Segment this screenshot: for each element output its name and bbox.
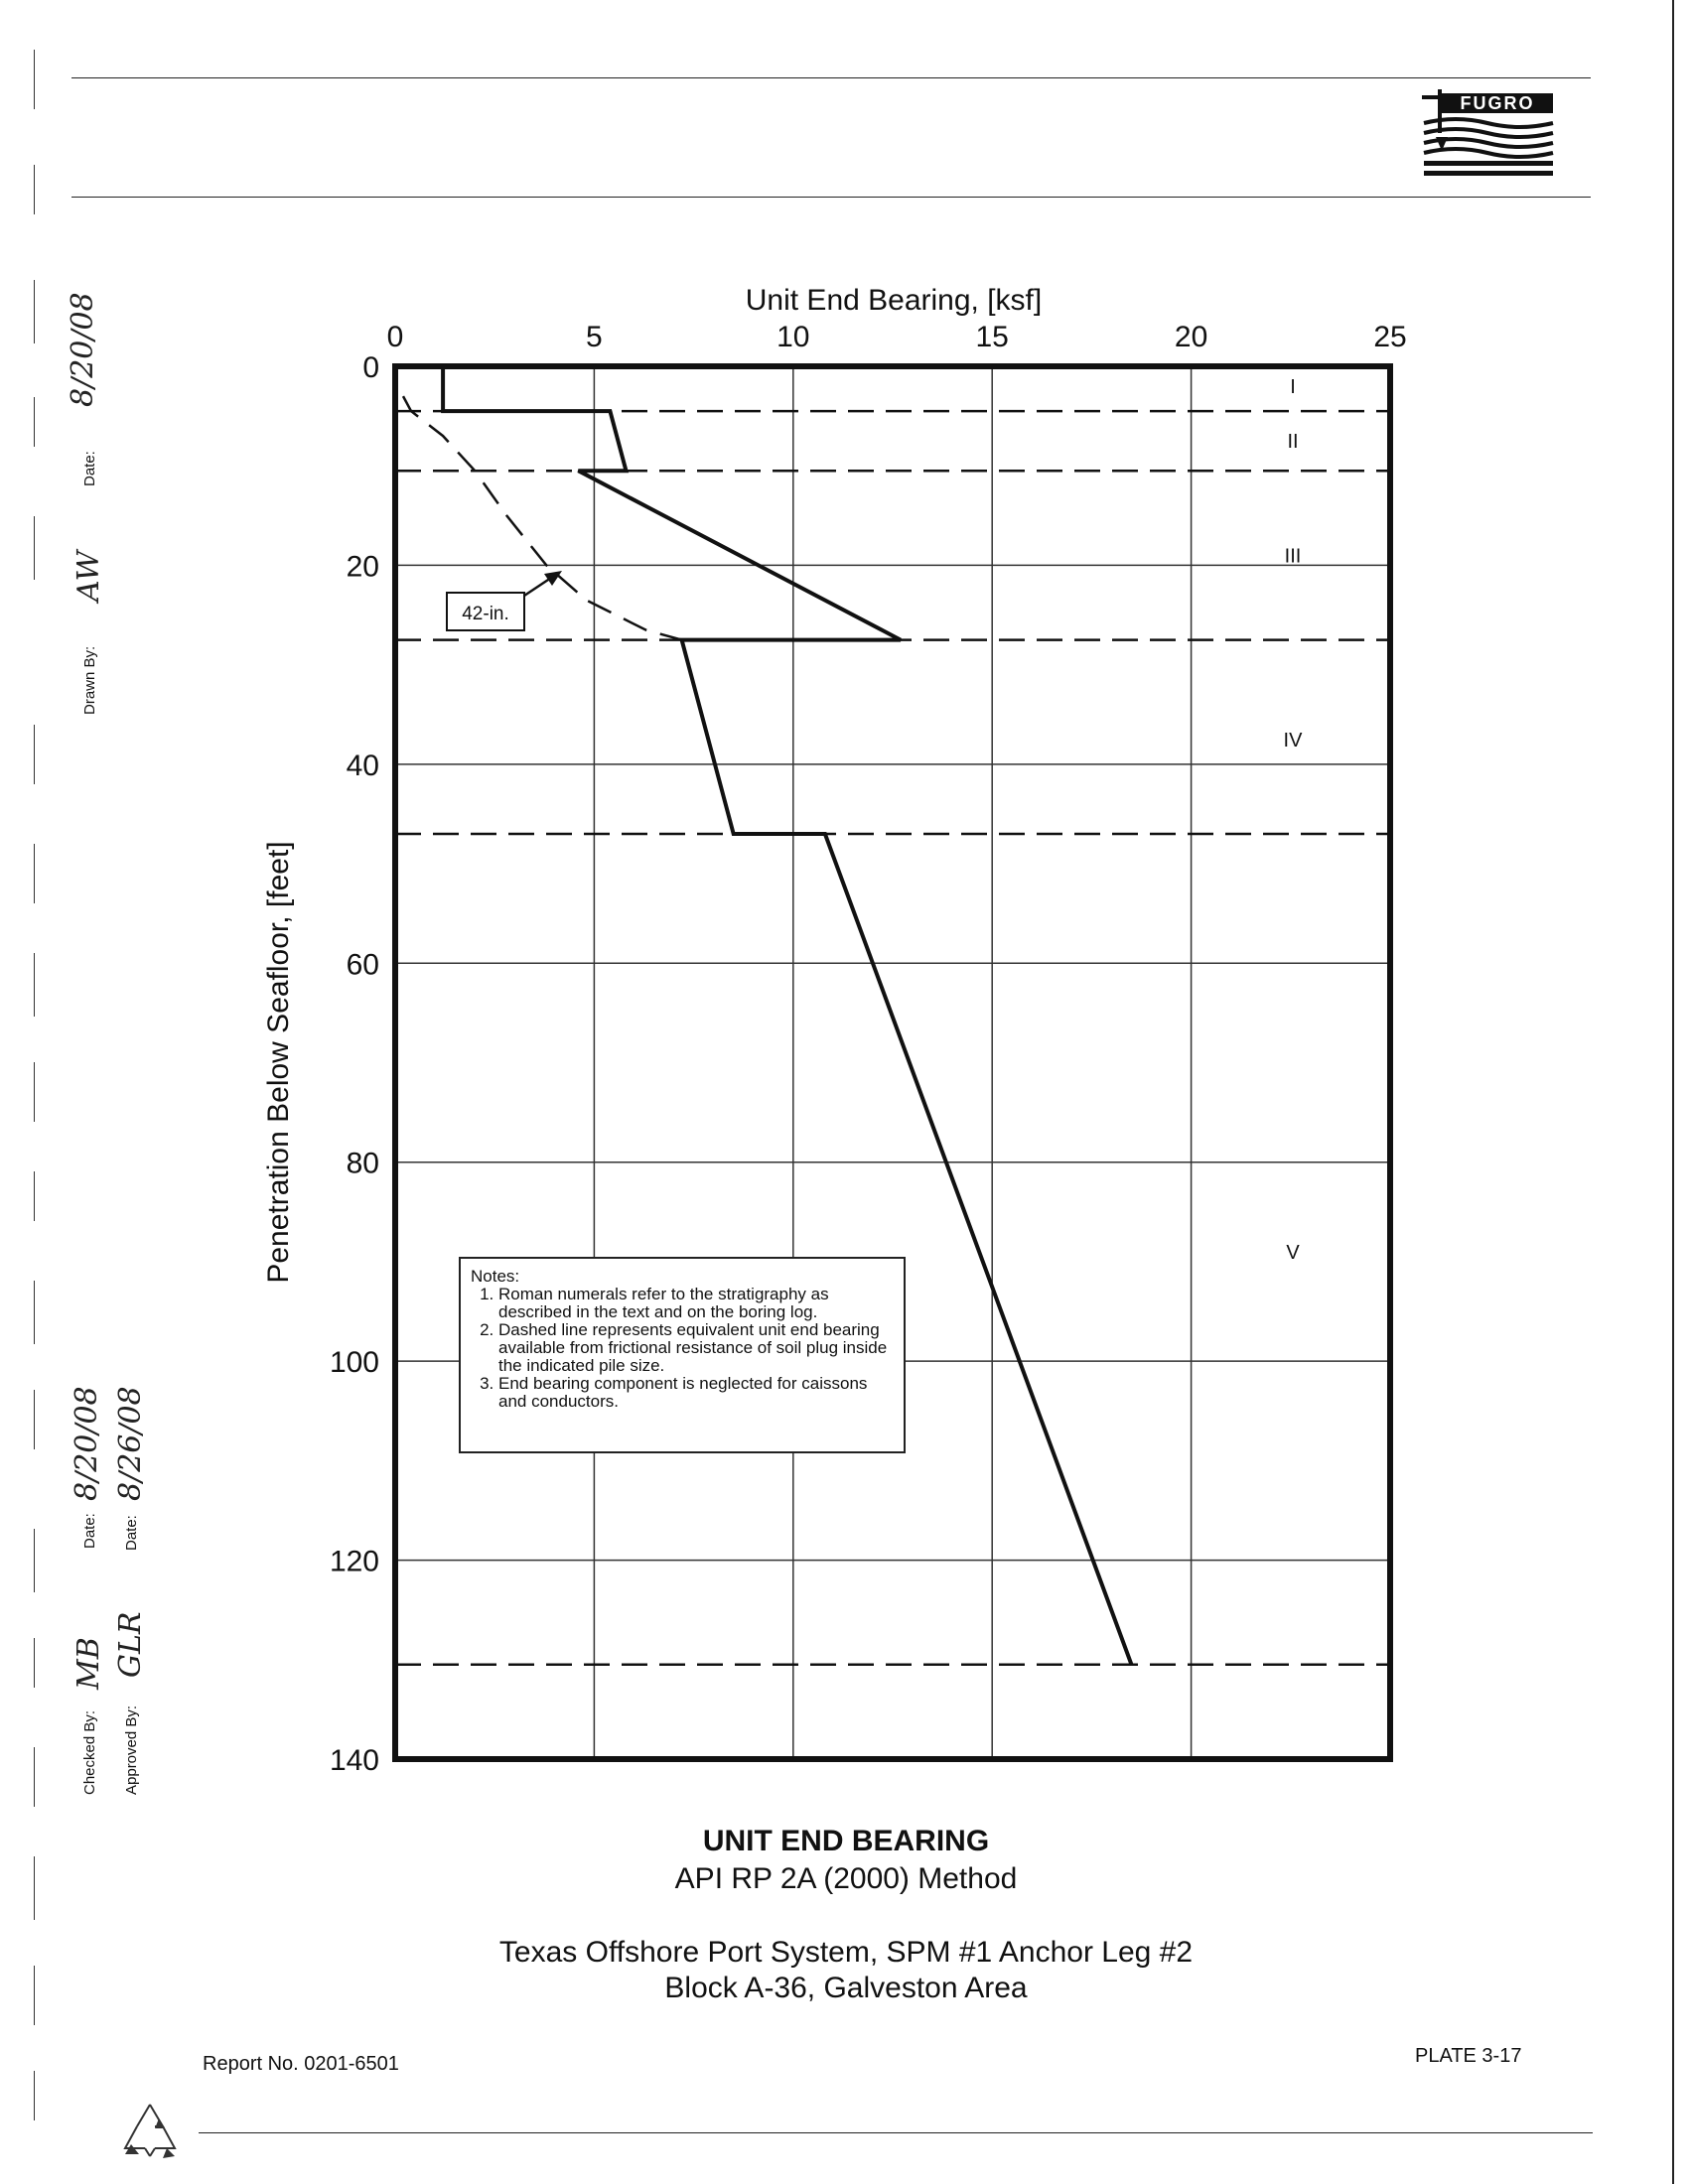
x-tick-label: 0 [387,321,404,353]
y-tick-label: 120 [330,1546,379,1578]
margin-mark [34,1390,35,1449]
y-tick-label: 20 [347,550,379,583]
margin-mark [34,1529,35,1592]
margin-mark [34,397,35,447]
margin-mark [34,725,35,784]
x-tick-label: 20 [1175,321,1207,353]
strata-boundaries [395,409,1390,1667]
margin-mark [34,1966,35,2025]
annotation-text: 42-in. [462,604,509,624]
strata-label: IV [1284,730,1304,751]
note-item: Roman numerals refer to the stratigraphy… [498,1286,894,1321]
margin-mark [34,516,35,580]
project-name: Texas Offshore Port System, SPM #1 Ancho… [498,1936,1194,1969]
strata-label: II [1287,431,1298,453]
margin-mark [34,1747,35,1807]
strata-label: I [1290,376,1296,398]
x-tick-label: 15 [976,321,1009,353]
annotation-box [446,592,525,631]
margin-mark [34,2071,35,2120]
y-tick-label: 0 [362,351,379,384]
report-number: Report No. 0201-6501 [203,2053,399,2075]
series-solid-line [441,366,1134,1666]
pile-size-annotation: 42-in. [446,571,562,631]
x-tick-label: 10 [776,321,809,353]
recycle-icon [115,2097,185,2171]
margin-mark [34,844,35,903]
note-item: End bearing component is neglected for c… [498,1375,894,1411]
chart-title: UNIT END BEARING [702,1825,990,1857]
margin-mark [34,280,35,343]
series [401,366,1134,1666]
plot-frame [392,363,1393,1762]
margin-mark [34,1281,35,1344]
header-top-rule [71,77,1591,78]
y-tick-label: 60 [347,948,379,981]
x-axis-label: Unit End Bearing, [ksf] [746,284,1042,317]
margin-mark [34,1062,35,1122]
page-right-edge [1672,0,1674,2184]
x-tick-label: 25 [1373,321,1406,353]
y-tick-label: 80 [347,1148,379,1180]
footer-rule [199,2132,1593,2133]
notes-heading: Notes: [471,1267,520,1286]
margin-mark [34,165,35,214]
notes-box: Notes: Roman numerals refer to the strat… [459,1257,906,1453]
margin-mark [34,953,35,1017]
notes-list: Roman numerals refer to the stratigraphy… [471,1286,894,1411]
project-location: Block A-36, Galveston Area [664,1972,1028,2004]
annotation-arrowhead [544,571,562,586]
y-axis-label: Penetration Below Seafloor, [feet] [262,841,295,1283]
margin-mark [34,1171,35,1221]
series-dashed-line [401,395,682,641]
header-bottom-rule [71,197,1591,198]
y-tick-label: 140 [330,1744,379,1777]
chart-subtitle: API RP 2A (2000) Method [674,1862,1018,1895]
strata-label: V [1286,1242,1300,1264]
margin-mark [34,1856,35,1920]
y-tick-label: 40 [347,750,379,782]
plate-number: PLATE 3-17 [1415,2045,1522,2067]
margin-mark [34,1638,35,1688]
note-item: Dashed line represents equivalent unit e… [498,1321,894,1375]
strata-label: III [1285,545,1302,567]
margin-mark [34,50,35,109]
fugro-logo: FUGRO [1422,85,1555,186]
x-tick-label: 5 [586,321,603,353]
tick-labels: 0 5 10 15 20 25 0 20 40 60 80 100 120 140 [330,321,1407,1777]
logo-text: FUGRO [1461,93,1535,113]
y-tick-label: 100 [330,1346,379,1379]
grid [395,366,1390,1759]
